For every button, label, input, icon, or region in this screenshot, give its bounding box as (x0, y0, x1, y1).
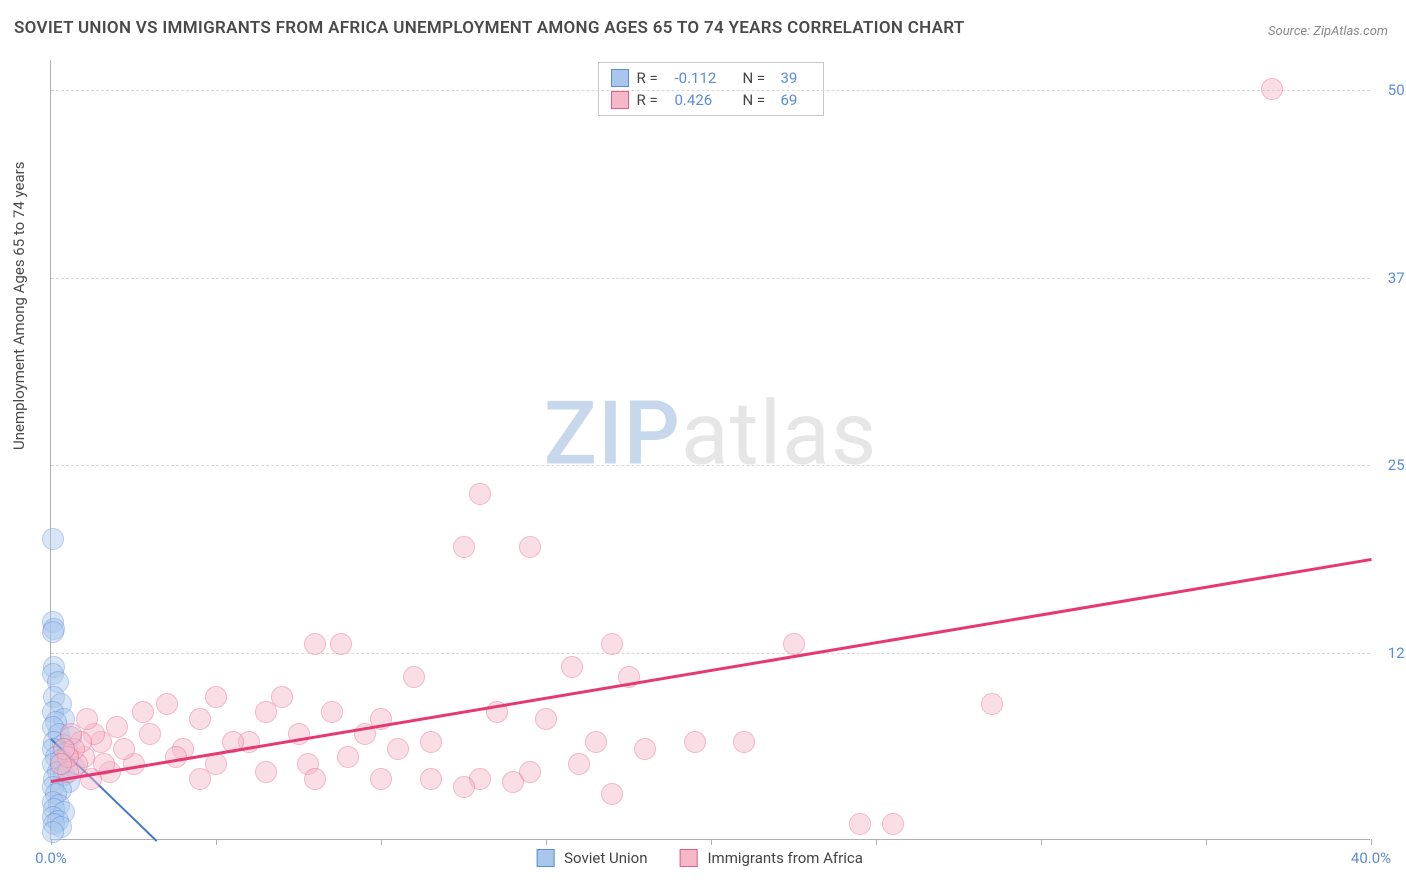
x-tick (381, 839, 382, 845)
x-tick (711, 839, 712, 845)
x-tick (1206, 839, 1207, 845)
data-point (304, 768, 326, 790)
data-point (1261, 78, 1283, 100)
legend-r-value: 0.426 (675, 91, 735, 109)
data-point (519, 536, 541, 558)
data-point (585, 731, 607, 753)
trend-line (51, 558, 1371, 782)
legend-swatch (536, 849, 554, 867)
data-point (139, 723, 161, 745)
data-point (684, 731, 706, 753)
data-point (502, 771, 524, 793)
x-tick (1041, 839, 1042, 845)
legend-n-value: 39 (781, 69, 811, 87)
data-point (783, 633, 805, 655)
data-point (255, 761, 277, 783)
legend-row: R = -0.112 N = 39 (611, 67, 811, 89)
gridline (51, 278, 1370, 279)
chart-title: SOVIET UNION VS IMMIGRANTS FROM AFRICA U… (14, 18, 965, 38)
data-point (849, 813, 871, 835)
data-point (189, 768, 211, 790)
data-point (321, 701, 343, 723)
data-point (882, 813, 904, 835)
legend-n-value: 69 (781, 91, 811, 109)
x-tick (1371, 839, 1372, 845)
watermark-part1: ZIP (544, 382, 681, 485)
series-legend: Soviet Union Immigrants from Africa (536, 849, 885, 867)
data-point (255, 701, 277, 723)
y-tick-label: 37.5% (1388, 269, 1406, 287)
data-point (132, 701, 154, 723)
legend-r-label: R = (637, 91, 667, 109)
data-point (601, 633, 623, 655)
legend-n-label: N = (743, 91, 773, 109)
legend-swatch (679, 849, 697, 867)
data-point (370, 768, 392, 790)
data-point (561, 656, 583, 678)
data-point (337, 746, 359, 768)
source-attribution: Source: ZipAtlas.com (1268, 24, 1388, 39)
y-tick-label: 50.0% (1388, 81, 1406, 99)
data-point (453, 536, 475, 558)
gridline (51, 90, 1370, 91)
data-point (156, 693, 178, 715)
x-tick (216, 839, 217, 845)
legend-series-label: Soviet Union (564, 849, 647, 867)
data-point (304, 633, 326, 655)
data-point (420, 731, 442, 753)
data-point (113, 738, 135, 760)
data-point (403, 666, 425, 688)
legend-swatch (611, 91, 629, 109)
x-tick (546, 839, 547, 845)
data-point (733, 731, 755, 753)
correlation-legend: R = -0.112 N = 39 R = 0.426 N = 69 (598, 62, 824, 116)
gridline (51, 465, 1370, 466)
data-point (535, 708, 557, 730)
data-point (469, 483, 491, 505)
data-point (205, 686, 227, 708)
data-point (330, 633, 352, 655)
legend-r-label: R = (637, 69, 667, 87)
legend-row: R = 0.426 N = 69 (611, 89, 811, 111)
data-point (568, 753, 590, 775)
data-point (420, 768, 442, 790)
y-tick-label: 12.5% (1388, 644, 1406, 662)
data-point (453, 776, 475, 798)
x-tick-label: 40.0% (1351, 849, 1391, 867)
data-point (42, 528, 64, 550)
watermark: ZIPatlas (544, 382, 878, 485)
y-tick-label: 25.0% (1388, 456, 1406, 474)
x-tick (876, 839, 877, 845)
legend-n-label: N = (743, 69, 773, 87)
data-point (981, 693, 1003, 715)
data-point (189, 708, 211, 730)
watermark-part2: atlas (681, 382, 877, 485)
plot-area: ZIPatlas R =-0.112N =39R =0.426N =69 Sov… (50, 60, 1370, 840)
x-tick-label: 0.0% (35, 849, 67, 867)
data-point (42, 821, 64, 843)
gridline (51, 653, 1370, 654)
data-point (387, 738, 409, 760)
y-axis-label: Unemployment Among Ages 65 to 74 years (10, 162, 28, 450)
legend-series-label: Immigrants from Africa (707, 849, 862, 867)
data-point (601, 783, 623, 805)
data-point (50, 753, 72, 775)
legend-swatch (611, 69, 629, 87)
legend-r-value: -0.112 (675, 69, 735, 87)
data-point (634, 738, 656, 760)
data-point (42, 621, 64, 643)
